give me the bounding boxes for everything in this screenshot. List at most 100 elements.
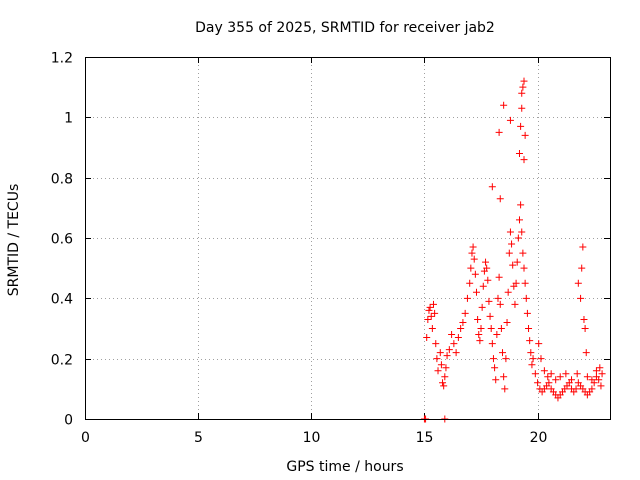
data-point — [472, 288, 480, 296]
data-point — [491, 364, 499, 372]
data-point — [518, 228, 526, 236]
y-tick-label: 0.6 — [51, 232, 73, 248]
data-point — [431, 309, 439, 317]
data-point — [525, 325, 533, 332]
tick-labels: 0 5 10 15 20 0 0.2 0.4 0.6 0.8 1 1.2 — [51, 51, 548, 447]
data-point — [497, 325, 505, 332]
data-point — [469, 243, 477, 251]
data-point — [580, 315, 588, 323]
data-point — [492, 376, 500, 384]
data-point — [521, 131, 529, 139]
data-point — [441, 373, 449, 381]
data-point — [489, 355, 497, 363]
data-point — [511, 300, 519, 308]
data-point — [426, 303, 434, 311]
data-point — [471, 270, 479, 278]
y-tick-label: 0 — [64, 413, 73, 429]
data-point — [450, 340, 458, 348]
data-point — [517, 122, 525, 130]
data-point — [445, 346, 453, 354]
x-tick-label: 15 — [416, 430, 434, 446]
data-point — [568, 376, 576, 384]
y-tick-label: 0.8 — [51, 172, 73, 188]
data-point — [519, 83, 527, 91]
data-point — [521, 279, 529, 287]
data-point — [423, 334, 431, 342]
data-point — [488, 183, 496, 191]
data-point — [513, 258, 521, 266]
data-point — [500, 101, 508, 109]
data-point — [595, 376, 603, 384]
data-point — [468, 249, 476, 257]
data-point — [509, 261, 517, 269]
data-point — [478, 303, 486, 311]
data-point — [598, 370, 606, 378]
data-point — [508, 240, 516, 248]
data-point — [457, 325, 465, 332]
data-point — [583, 373, 591, 381]
data-point — [518, 89, 526, 97]
data-point — [582, 349, 590, 357]
data-point — [439, 379, 447, 387]
data-point — [503, 318, 511, 326]
data-point — [588, 376, 596, 384]
data-point — [496, 300, 504, 308]
x-tick-label: 0 — [81, 430, 90, 446]
data-point — [476, 337, 484, 345]
data-point — [463, 294, 471, 302]
y-tick-label: 0.4 — [51, 292, 73, 308]
data-point — [592, 367, 600, 375]
data-point — [461, 309, 469, 317]
data-point — [578, 264, 586, 272]
x-tick-label: 5 — [194, 430, 203, 446]
data-point — [537, 355, 545, 363]
data-point — [467, 264, 475, 272]
data-point — [531, 370, 539, 378]
data-point — [483, 264, 491, 272]
data-point — [448, 331, 456, 339]
data-point — [434, 367, 442, 375]
data-point — [485, 297, 493, 305]
data-point — [442, 364, 450, 372]
data-point — [487, 325, 495, 332]
data-point — [534, 379, 542, 387]
data-point — [482, 258, 490, 266]
data-point — [523, 309, 531, 317]
data-point — [495, 128, 503, 136]
data-point — [459, 318, 467, 326]
data-points — [420, 77, 606, 423]
data-point — [529, 355, 537, 363]
data-point — [574, 279, 582, 287]
plot-frame — [85, 57, 611, 420]
data-point — [522, 294, 530, 302]
data-point — [466, 279, 474, 287]
chart-title: Day 355 of 2025, SRMTID for receiver jab… — [195, 20, 495, 36]
data-point — [440, 382, 448, 390]
data-point — [588, 385, 596, 393]
data-point — [474, 315, 482, 323]
data-point — [504, 288, 512, 296]
data-point — [552, 376, 560, 384]
data-point — [515, 150, 523, 158]
data-point — [495, 273, 503, 281]
data-point — [597, 382, 605, 390]
data-point — [454, 334, 462, 342]
data-point — [436, 349, 444, 357]
data-point — [540, 367, 548, 375]
x-axis-label: GPS time / hours — [286, 459, 403, 475]
data-point — [488, 340, 496, 348]
grid-lines — [85, 57, 610, 419]
y-tick-label: 1.2 — [51, 51, 73, 67]
data-point — [502, 355, 510, 363]
data-point — [526, 337, 534, 345]
data-point — [573, 370, 581, 378]
data-point — [475, 331, 483, 339]
data-point — [577, 294, 585, 302]
data-point — [484, 276, 492, 284]
data-point — [501, 385, 509, 393]
y-tick-label: 0.2 — [51, 353, 73, 369]
data-point — [596, 364, 604, 372]
y-tick-label: 1 — [64, 111, 73, 127]
data-point — [433, 355, 441, 363]
